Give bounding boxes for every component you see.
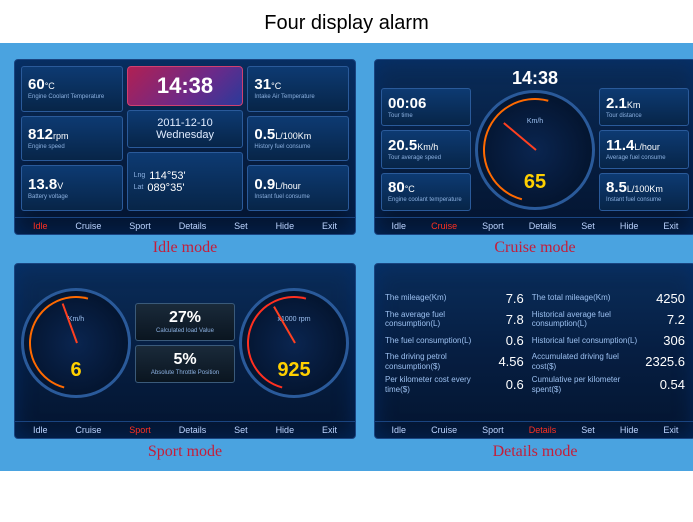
metric-tile: 80°C Engine coolant temperature: [381, 173, 471, 211]
idle-right-col: 31°C Intake Air Temperature 0.5L/100Km H…: [247, 66, 349, 211]
details-cell: The mileage(Km) 7.6 The total mileage(Km…: [374, 263, 693, 461]
detail-label: The mileage(Km): [385, 291, 490, 306]
menu-item-cruise[interactable]: Cruise: [75, 425, 101, 435]
metric-tile: 13.8V Battery voltage: [21, 165, 123, 211]
metric-tile: 0.9L/hour Instant fuel consume: [247, 165, 349, 211]
metric-tile: 00:06 Tour time: [381, 88, 471, 126]
sport-menu: Idle Cruise Sport Details Set Hide Exit: [15, 421, 355, 438]
cruise-right-col: 2.1Km Tour distance 11.4L/hour Average f…: [599, 88, 689, 211]
details-menu: Idle Cruise Sport Details Set Hide Exit: [375, 421, 693, 438]
menu-item-details[interactable]: Details: [529, 425, 557, 435]
menu-item-set[interactable]: Set: [234, 221, 248, 231]
metric-tile: 11.4L/hour Average fuel consume: [599, 130, 689, 168]
detail-label: Historical fuel consumption(L): [532, 333, 637, 348]
menu-item-exit[interactable]: Exit: [663, 221, 678, 231]
details-panel: The mileage(Km) 7.6 The total mileage(Km…: [374, 263, 693, 439]
idle-coords: Lng114°53' Lat089°35': [127, 152, 244, 211]
speed-gauge: Km/h 65: [475, 90, 595, 210]
idle-clock: 14:38: [127, 66, 244, 106]
detail-value: 306: [645, 333, 685, 348]
menu-item-idle[interactable]: Idle: [33, 425, 48, 435]
cruise-clock: 14:38: [375, 68, 693, 89]
metric-tile: 2.1Km Tour distance: [599, 88, 689, 126]
menu-item-details[interactable]: Details: [179, 221, 207, 231]
menu-item-set[interactable]: Set: [581, 221, 595, 231]
detail-label: The fuel consumption(L): [385, 333, 490, 348]
detail-value: 7.2: [645, 310, 685, 329]
menu-item-details[interactable]: Details: [179, 425, 207, 435]
menu-item-cruise[interactable]: Cruise: [431, 425, 457, 435]
menu-item-cruise[interactable]: Cruise: [75, 221, 101, 231]
menu-item-exit[interactable]: Exit: [322, 425, 337, 435]
detail-label: Historical average fuel consumption(L): [532, 310, 637, 329]
metric-tile: 20.5Km/h Tour average speed: [381, 130, 471, 168]
detail-value: 0.6: [498, 375, 523, 394]
menu-item-sport[interactable]: Sport: [129, 425, 151, 435]
detail-value: 0.6: [498, 333, 523, 348]
sport-mid-col: 27%Calculated load Value 5%Absolute Thro…: [135, 270, 235, 415]
display-grid: 60°C Engine Coolant Temperature 812rpm E…: [0, 43, 693, 471]
menu-item-set[interactable]: Set: [234, 425, 248, 435]
metric-tile: 60°C Engine Coolant Temperature: [21, 66, 123, 112]
menu-item-sport[interactable]: Sport: [129, 221, 151, 231]
idle-caption: Idle mode: [14, 235, 356, 257]
detail-value: 4250: [645, 291, 685, 306]
metric-tile: 812rpm Engine speed: [21, 116, 123, 162]
sport-caption: Sport mode: [14, 439, 356, 461]
menu-item-exit[interactable]: Exit: [663, 425, 678, 435]
menu-item-sport[interactable]: Sport: [482, 221, 504, 231]
menu-item-idle[interactable]: Idle: [392, 221, 407, 231]
metric-tile: 8.5L/100Km Instant fuel consume: [599, 173, 689, 211]
menu-item-exit[interactable]: Exit: [322, 221, 337, 231]
menu-item-hide[interactable]: Hide: [620, 221, 639, 231]
sport-cell: Km/h 6 27%Calculated load Value 5%Absolu…: [14, 263, 356, 461]
menu-item-cruise[interactable]: Cruise: [431, 221, 457, 231]
detail-label: Cumulative per kilometer spent($): [532, 375, 637, 394]
details-body: The mileage(Km) 7.6 The total mileage(Km…: [375, 264, 693, 421]
menu-item-idle[interactable]: Idle: [392, 425, 407, 435]
cruise-caption: Cruise mode: [374, 235, 693, 257]
idle-cell: 60°C Engine Coolant Temperature 812rpm E…: [14, 59, 356, 257]
menu-item-hide[interactable]: Hide: [620, 425, 639, 435]
details-caption: Details mode: [374, 439, 693, 461]
sport-right-gauge: x1000 rpm 925: [239, 270, 349, 415]
detail-value: 4.56: [498, 352, 523, 371]
metric-tile: 31°C Intake Air Temperature: [247, 66, 349, 112]
sport-panel: Km/h 6 27%Calculated load Value 5%Absolu…: [14, 263, 356, 439]
detail-label: Per kilometer cost every time($): [385, 375, 490, 394]
detail-label: The average fuel consumption(L): [385, 310, 490, 329]
detail-value: 2325.6: [645, 352, 685, 371]
detail-value: 0.54: [645, 375, 685, 394]
detail-value: 7.6: [498, 291, 523, 306]
cruise-left-col: 00:06 Tour time 20.5Km/h Tour average sp…: [381, 88, 471, 211]
detail-label: The driving petrol consumption($): [385, 352, 490, 371]
detail-label: Accumulated driving fuel cost($): [532, 352, 637, 371]
metric-tile: 5%Absolute Throttle Position: [135, 345, 235, 383]
detail-value: 7.8: [498, 310, 523, 329]
metric-tile: 0.5L/100Km History fuel consume: [247, 116, 349, 162]
sport-left-gauge: Km/h 6: [21, 270, 131, 415]
idle-panel: 60°C Engine Coolant Temperature 812rpm E…: [14, 59, 356, 235]
menu-item-hide[interactable]: Hide: [276, 425, 295, 435]
menu-item-sport[interactable]: Sport: [482, 425, 504, 435]
cruise-cell: 14:38 00:06 Tour time 20.5Km/h Tour aver…: [374, 59, 693, 257]
menu-item-details[interactable]: Details: [529, 221, 557, 231]
idle-date: 2011-12-10 Wednesday: [127, 110, 244, 148]
idle-left-col: 60°C Engine Coolant Temperature 812rpm E…: [21, 66, 123, 211]
page-title: Four display alarm: [0, 0, 693, 43]
menu-item-idle[interactable]: Idle: [33, 221, 48, 231]
detail-label: The total mileage(Km): [532, 291, 637, 306]
idle-center-col: 14:38 2011-12-10 Wednesday Lng114°53' La…: [127, 66, 244, 211]
metric-tile: 27%Calculated load Value: [135, 303, 235, 341]
cruise-panel: 14:38 00:06 Tour time 20.5Km/h Tour aver…: [374, 59, 693, 235]
menu-item-hide[interactable]: Hide: [276, 221, 295, 231]
cruise-menu: Idle Cruise Sport Details Set Hide Exit: [375, 217, 693, 234]
idle-menu: Idle Cruise Sport Details Set Hide Exit: [15, 217, 355, 234]
cruise-gauge-wrap: Km/h 65: [475, 88, 595, 211]
menu-item-set[interactable]: Set: [581, 425, 595, 435]
